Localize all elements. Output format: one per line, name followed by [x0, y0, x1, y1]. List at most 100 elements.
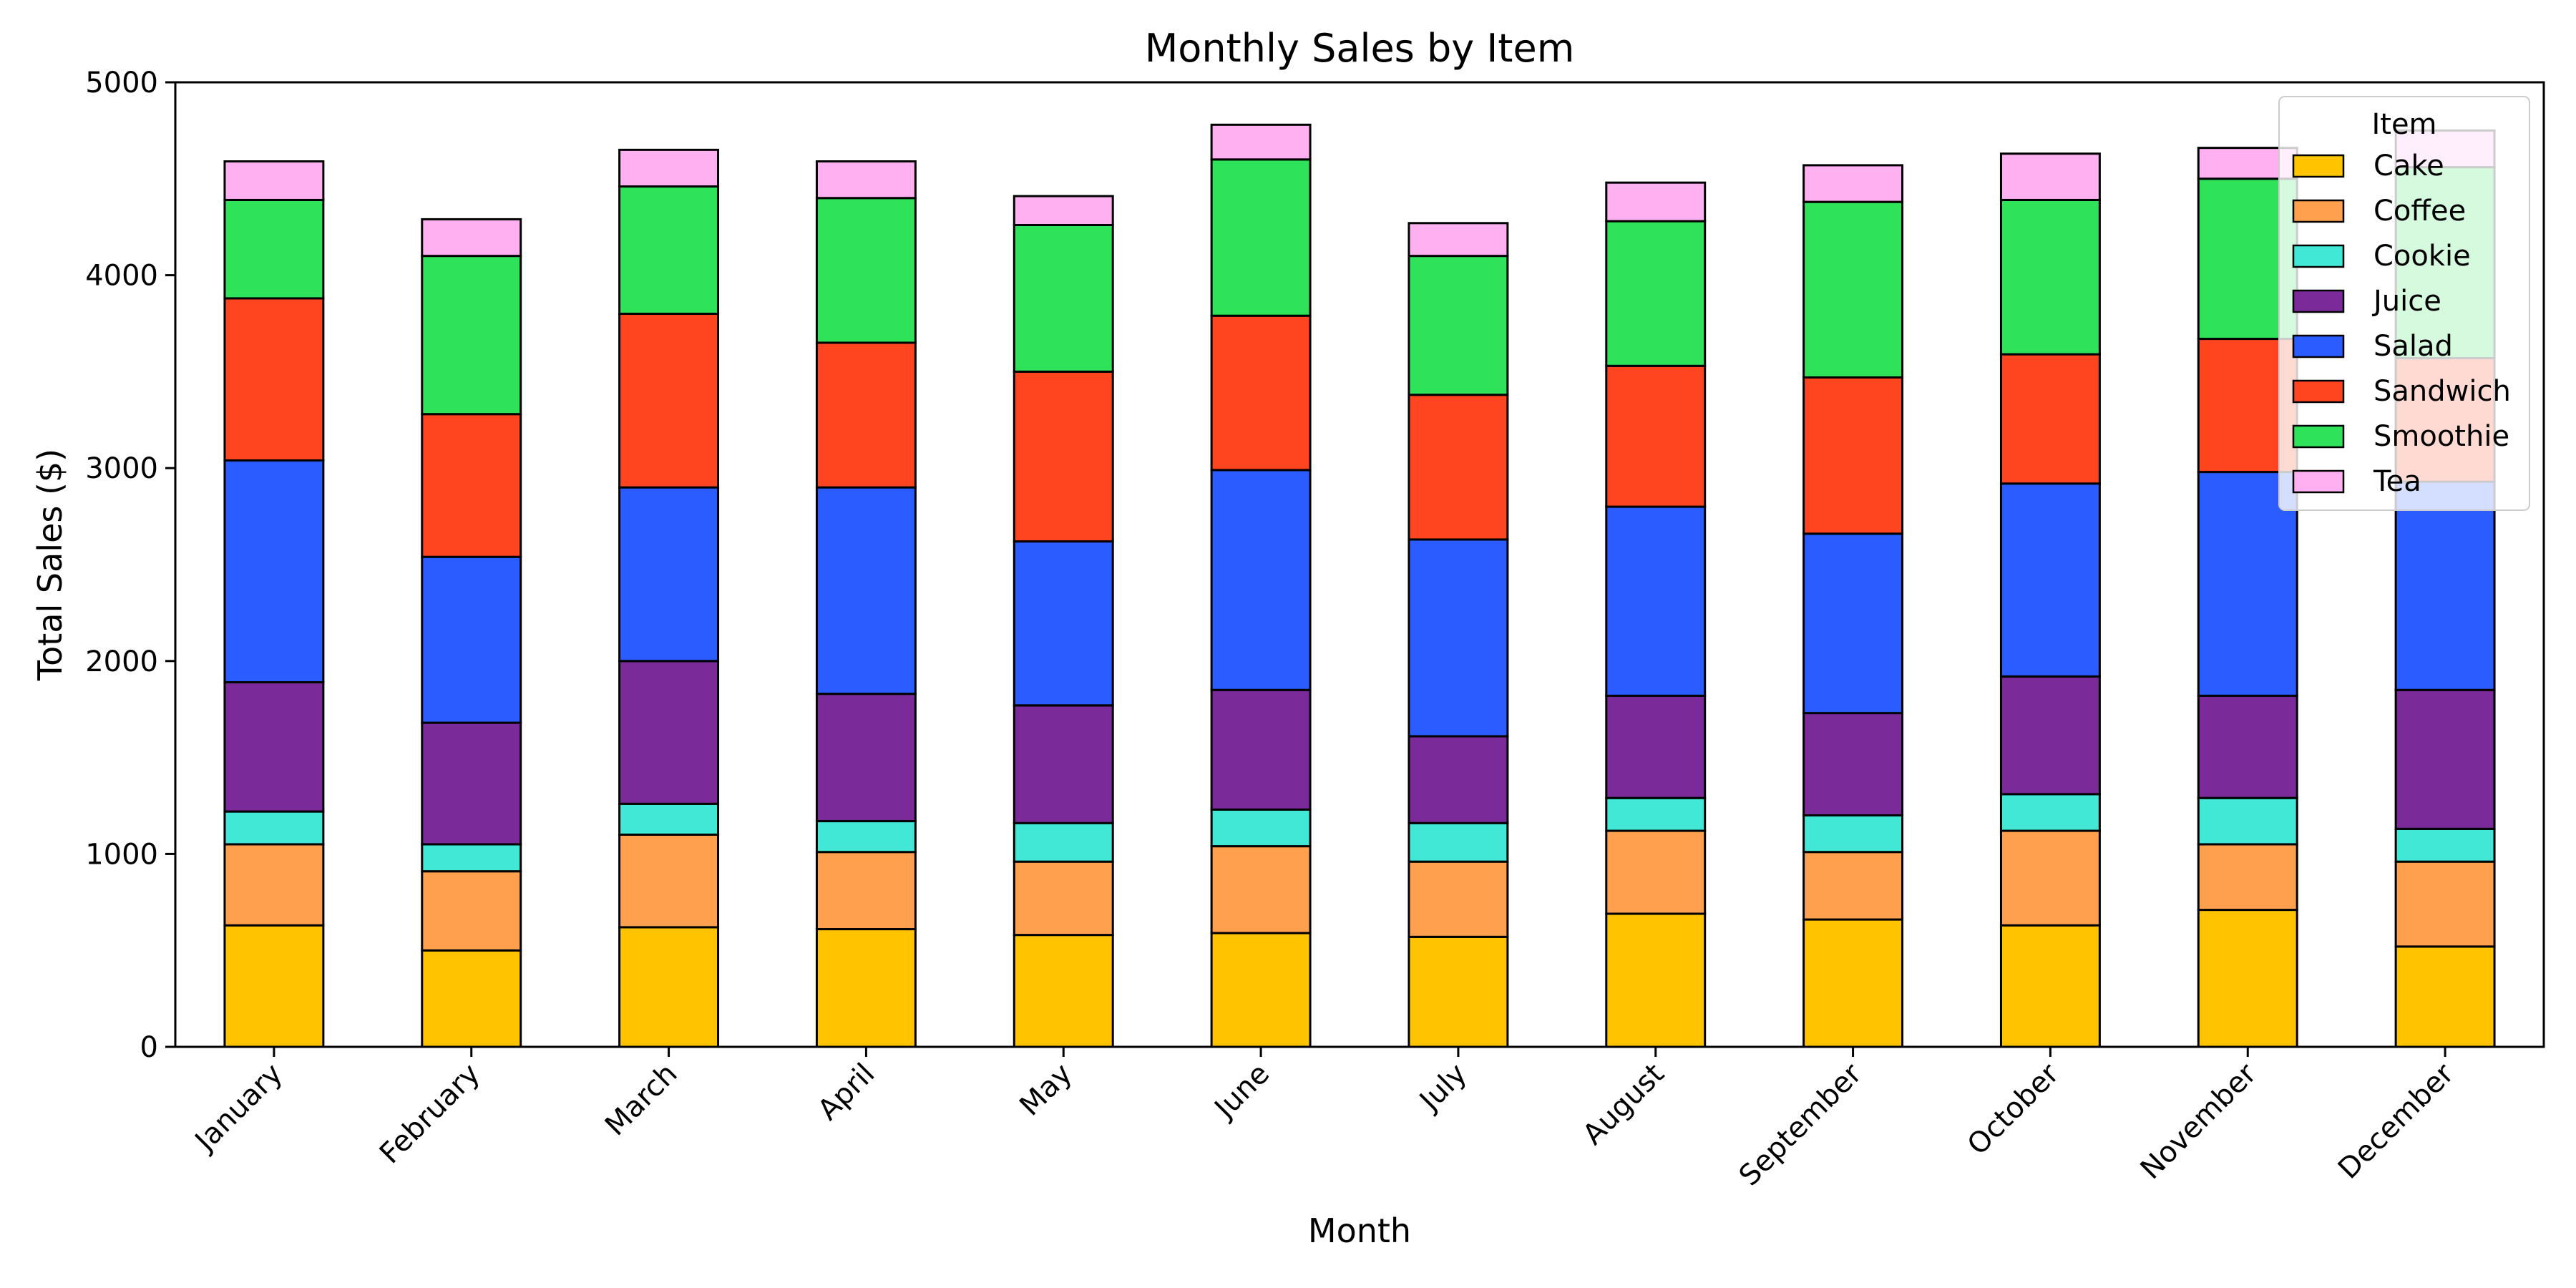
bar-cake-march — [618, 926, 720, 1048]
bar-cake-december — [2394, 945, 2496, 1048]
bar-cookie-august — [1605, 796, 1707, 832]
bar-tea-october — [1999, 152, 2101, 201]
bar-cookie-october — [1999, 793, 2101, 832]
legend-title: Item — [2371, 108, 2436, 141]
x-tick-label: July — [1412, 1058, 1473, 1119]
bar-smoothie-october — [1999, 198, 2101, 356]
bar-cake-august — [1605, 912, 1707, 1048]
plot-area-frame — [174, 81, 2545, 1048]
x-axis-title: Month — [1308, 1211, 1411, 1250]
bar-smoothie-january — [223, 198, 325, 300]
chart-title: Monthly Sales by Item — [1145, 26, 1575, 71]
bar-tea-february — [421, 218, 522, 258]
legend: Item Cake Coffee Cookie Juice Salad Sandwich Sm… — [2278, 96, 2530, 511]
bar-cake-september — [1802, 918, 1904, 1048]
x-tick-label: September — [1733, 1057, 1868, 1192]
x-tick-label: May — [1013, 1058, 1078, 1123]
legend-swatch-juice — [2292, 289, 2345, 313]
bar-coffee-september — [1802, 851, 1904, 921]
bar-salad-august — [1605, 505, 1707, 697]
bar-coffee-december — [2394, 860, 2496, 948]
bar-coffee-april — [815, 851, 917, 931]
bar-smoothie-february — [421, 255, 522, 416]
bar-smoothie-march — [618, 185, 720, 316]
bar-juice-february — [421, 721, 522, 846]
bar-coffee-november — [2197, 843, 2298, 912]
legend-label-cookie: Cookie — [2373, 240, 2471, 273]
bar-salad-march — [618, 486, 720, 663]
x-tick-label: April — [811, 1058, 881, 1127]
y-tick-label: 3000 — [85, 452, 158, 485]
bar-cake-may — [1013, 934, 1114, 1048]
bar-salad-may — [1013, 540, 1114, 707]
x-tick-label: December — [2332, 1057, 2461, 1186]
bar-coffee-march — [618, 833, 720, 929]
y-tick-label: 5000 — [85, 67, 158, 99]
bar-salad-february — [421, 555, 522, 724]
bar-smoothie-june — [1210, 158, 1312, 317]
bar-sandwich-september — [1802, 376, 1904, 535]
bar-coffee-june — [1210, 845, 1312, 935]
bar-salad-october — [1999, 482, 2101, 678]
bar-coffee-august — [1605, 829, 1707, 915]
x-tick-label: August — [1576, 1058, 1671, 1152]
bar-sandwich-march — [618, 313, 720, 489]
y-tick-label: 4000 — [85, 260, 158, 293]
bar-cake-july — [1407, 935, 1509, 1048]
y-axis-title: Total Sales ($) — [31, 449, 69, 681]
y-tick-label: 0 — [140, 1031, 158, 1064]
bar-cookie-december — [2394, 827, 2496, 863]
bar-juice-july — [1407, 735, 1509, 824]
bar-tea-may — [1013, 195, 1114, 227]
bar-juice-january — [223, 680, 325, 813]
bar-cake-october — [1999, 924, 2101, 1048]
bar-coffee-may — [1013, 860, 1114, 937]
bar-sandwich-may — [1013, 370, 1114, 543]
legend-label-cake: Cake — [2373, 150, 2444, 182]
bar-juice-may — [1013, 704, 1114, 824]
legend-swatch-salad — [2292, 334, 2345, 358]
legend-swatch-tea — [2292, 469, 2345, 494]
bar-smoothie-april — [815, 197, 917, 344]
bar-juice-june — [1210, 688, 1312, 811]
x-tick-label: March — [599, 1058, 684, 1143]
x-tick-label: January — [187, 1058, 289, 1159]
bar-cake-january — [223, 924, 325, 1048]
y-tick-label: 1000 — [85, 838, 158, 871]
bar-coffee-october — [1999, 829, 2101, 927]
legend-label-salad: Salad — [2373, 330, 2453, 363]
bar-smoothie-july — [1407, 255, 1509, 396]
legend-swatch-sandwich — [2292, 379, 2345, 404]
bar-salad-april — [815, 486, 917, 696]
bar-juice-september — [1802, 712, 1904, 816]
bar-cookie-april — [815, 820, 917, 854]
bar-juice-august — [1605, 694, 1707, 799]
bar-tea-april — [815, 160, 917, 200]
bar-cookie-november — [2197, 796, 2298, 846]
bar-smoothie-august — [1605, 220, 1707, 367]
bar-smoothie-may — [1013, 224, 1114, 373]
bar-sandwich-january — [223, 297, 325, 462]
bar-juice-november — [2197, 694, 2298, 799]
bar-cookie-january — [223, 810, 325, 846]
bar-sandwich-june — [1210, 314, 1312, 472]
legend-label-smoothie: Smoothie — [2373, 420, 2509, 453]
legend-label-tea: Tea — [2373, 465, 2421, 498]
bar-juice-march — [618, 660, 720, 805]
x-tick-label: February — [374, 1058, 487, 1171]
bar-cookie-september — [1802, 814, 1904, 854]
bar-coffee-july — [1407, 860, 1509, 938]
legend-swatch-cake — [2292, 154, 2345, 178]
y-tick-label: 2000 — [85, 645, 158, 678]
bar-salad-july — [1407, 538, 1509, 738]
bar-salad-december — [2394, 480, 2496, 691]
bar-cake-june — [1210, 932, 1312, 1048]
x-tick-label: November — [2135, 1057, 2263, 1186]
legend-swatch-coffee — [2292, 199, 2345, 223]
bar-cookie-february — [421, 843, 522, 873]
bar-sandwich-july — [1407, 394, 1509, 541]
bar-juice-october — [1999, 675, 2101, 796]
bar-sandwich-august — [1605, 364, 1707, 508]
bar-cookie-may — [1013, 821, 1114, 863]
legend-label-coffee: Coffee — [2373, 195, 2466, 228]
